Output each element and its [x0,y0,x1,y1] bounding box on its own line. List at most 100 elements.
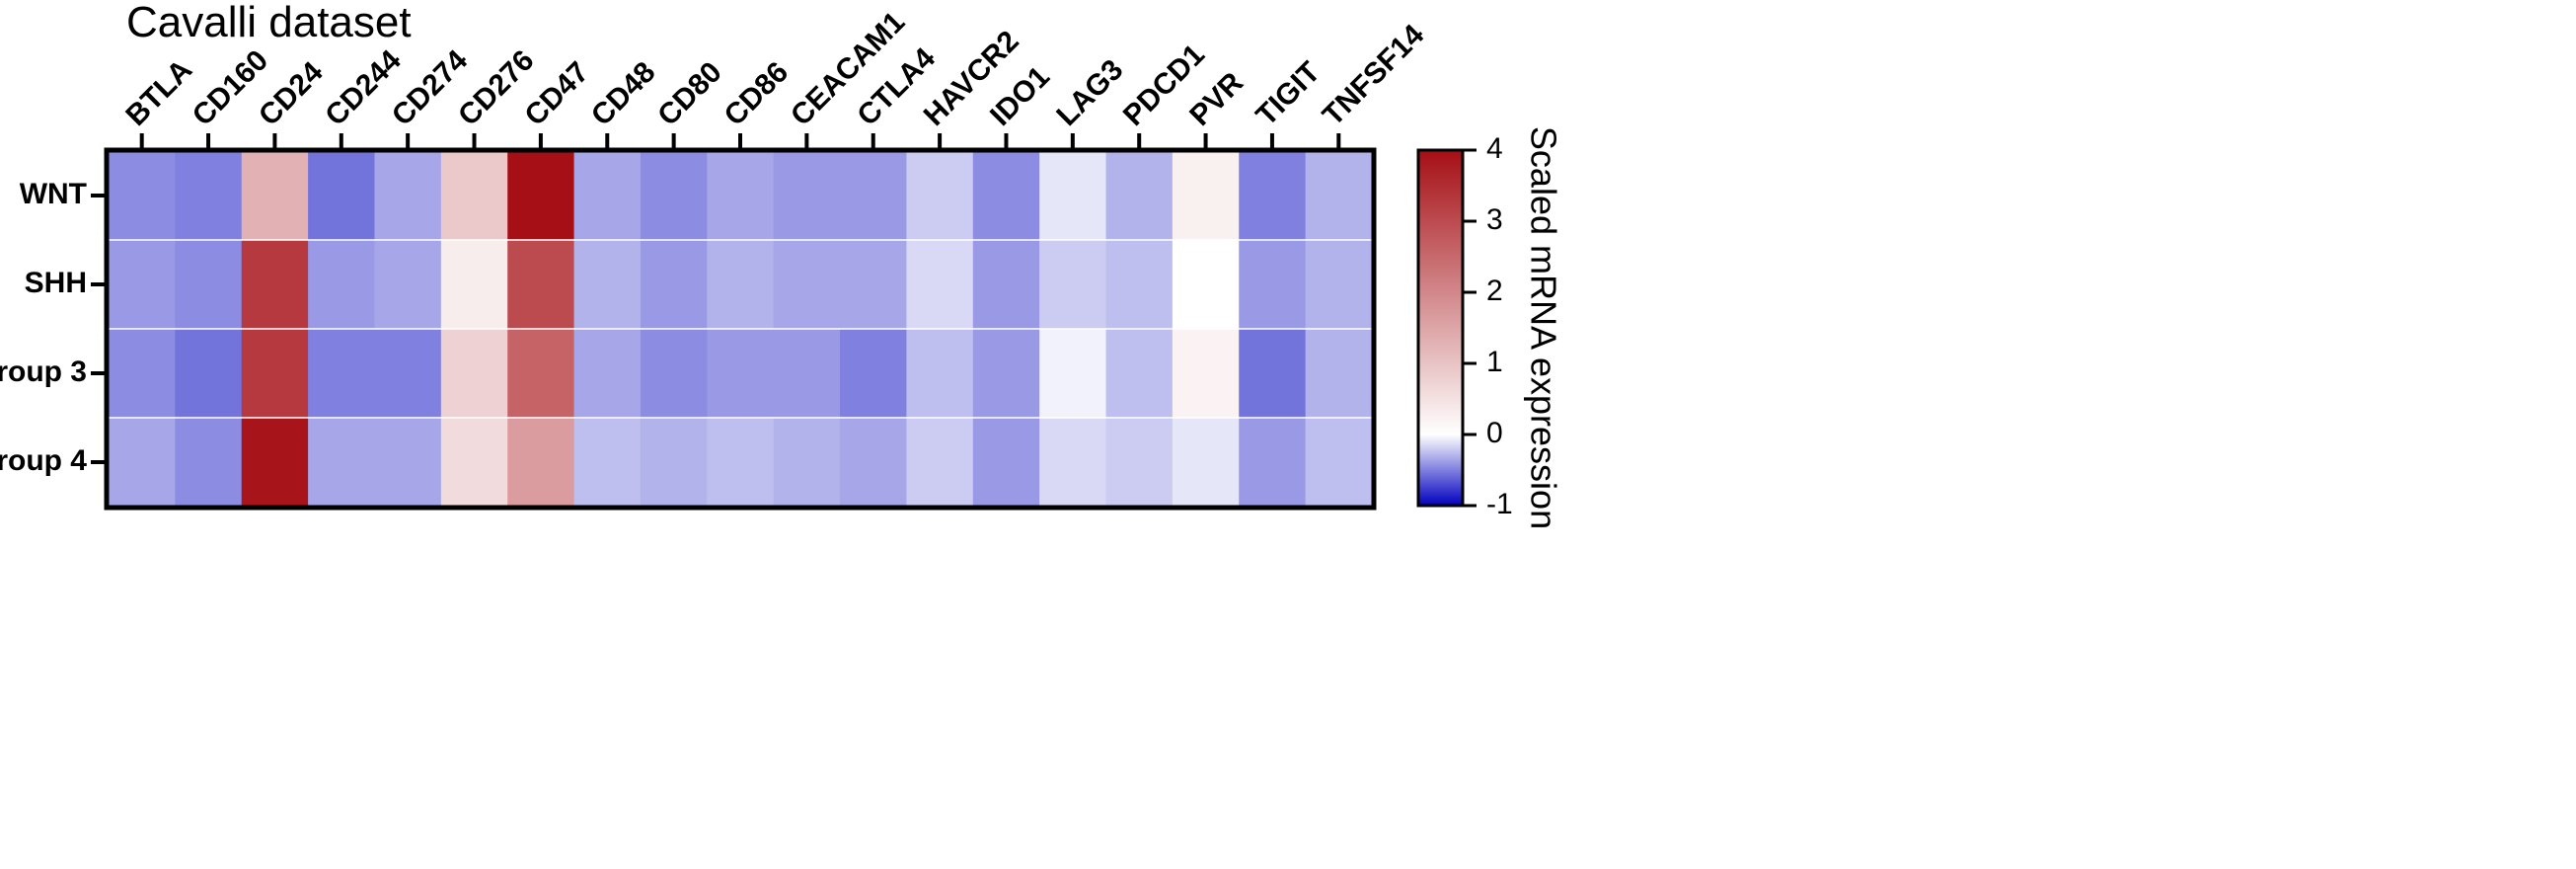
heatmap-cell [440,240,508,330]
heatmap-cell [308,418,376,508]
heatmap-cell [573,329,642,419]
y-tick-label: Group 3 [0,356,87,388]
heatmap-cell [972,329,1040,419]
heatmap-cell [840,240,908,330]
colorbar-gradient [1416,148,1465,508]
heatmap-cell [241,240,309,330]
x-tick-label: CD86 [719,55,796,132]
heatmap-cell [1105,240,1174,330]
heatmap-cell [972,240,1040,330]
heatmap-cell [1172,240,1240,330]
heatmap-cell [906,240,974,330]
row-separators [109,239,1372,419]
heatmap-cell [1305,151,1373,241]
colorbar-ticks: -1 0 1 2 3 4 [1463,132,1513,520]
heatmap-cell [109,151,176,241]
heatmap-cell [707,329,775,419]
y-tick-label: Group 4 [0,444,87,477]
y-tick-label: WNT [20,178,87,210]
x-tick-label: CD48 [585,55,662,132]
heatmap-cell [1305,329,1373,419]
heatmap-cell [707,240,775,330]
heatmap-cell [440,418,508,508]
heatmap-cell [840,329,908,419]
colorbar-tick-label: 1 [1486,346,1503,378]
x-tick-label: TNFSF14 [1317,18,1430,131]
heatmap-cell [507,329,575,419]
heatmap-cell [906,418,974,508]
heatmap-cell [972,418,1040,508]
heatmap-cell [840,151,908,241]
chart-title: Cavalli dataset [126,0,412,46]
heatmap-cell [507,151,575,241]
heatmap-cell [1039,240,1107,330]
heatmap-cell [707,151,775,241]
heatmap-cell [1305,418,1373,508]
heatmap-cell [1105,418,1174,508]
heatmap-cell [1039,151,1107,241]
heatmap-cell [374,240,442,330]
plot-frame [104,147,1377,511]
heatmap-cell [1172,418,1240,508]
heatmap-cell [308,329,376,419]
heatmap-cell [906,151,974,241]
heatmap-cell [374,151,442,241]
x-tick-label: BTLA [119,53,198,132]
heatmap-cell [773,240,841,330]
x-tick-label: TIGIT [1250,55,1327,132]
heatmap-cells [109,151,1373,508]
heatmap-cell [241,151,309,241]
heatmap-cell [773,151,841,241]
heatmap-cell [308,240,376,330]
colorbar-tick-label: -1 [1486,488,1513,520]
heatmap-cell [440,151,508,241]
heatmap-cell [640,151,708,241]
heatmap-cell [1039,418,1107,508]
heatmap-cell [109,329,176,419]
heatmap-cell [773,418,841,508]
heatmap-cell [1172,329,1240,419]
heatmap-cell [840,418,908,508]
heatmap-cell [1039,329,1107,419]
heatmap-cell [640,240,708,330]
heatmap-cell [1239,151,1307,241]
colorbar-tick-label: 4 [1486,132,1503,165]
heatmap-cell [573,418,642,508]
heatmap-cell [241,329,309,419]
heatmap-cell [109,418,176,508]
x-tick-label: CD80 [651,55,728,132]
colorbar-tick-label: 0 [1486,417,1503,449]
heatmap-cell [1105,151,1174,241]
colorbar-tick-label: 3 [1486,203,1503,236]
heatmap-cell [1305,240,1373,330]
heatmap-cell [640,329,708,419]
heatmap-cell [175,329,243,419]
heatmap-cell [241,418,309,508]
heatmap-cell [374,418,442,508]
heatmap-cell [175,240,243,330]
heatmap-cell [175,151,243,241]
heatmap-cell [308,151,376,241]
heatmap-cell [507,240,575,330]
heatmap-cell [1239,240,1307,330]
heatmap-cell [707,418,775,508]
heatmap-cell [109,240,176,330]
x-tick-label: LAG3 [1050,53,1129,132]
heatmap-cell [573,151,642,241]
heatmap-cell [906,329,974,419]
colorbar-label: Scaled mRNA expression [1523,126,1563,529]
heatmap-cell [1105,329,1174,419]
heatmap-cell [374,329,442,419]
y-axis: WNT SHH Group 3 Group 4 [0,178,107,477]
heatmap-cell [1172,151,1240,241]
heatmap-cell [972,151,1040,241]
heatmap-cell [175,418,243,508]
y-tick-label: SHH [25,267,87,299]
heatmap-cell [773,329,841,419]
heatmap-cell [507,418,575,508]
heatmap-cell [1239,329,1307,419]
colorbar-tick-label: 2 [1486,275,1503,307]
heatmap-cell [440,329,508,419]
